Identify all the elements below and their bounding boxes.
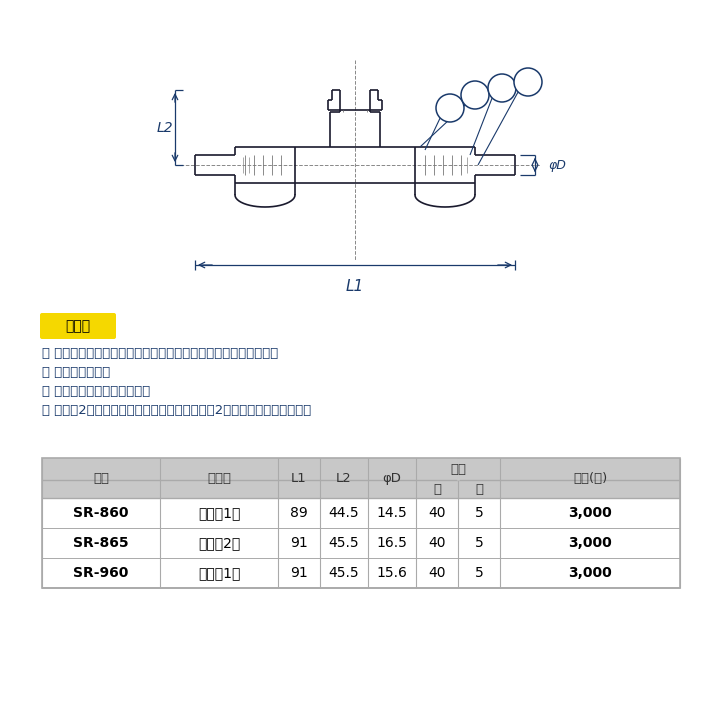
Text: φD: φD (548, 158, 566, 171)
Text: 3,000: 3,000 (568, 536, 612, 550)
Text: SR-960: SR-960 (73, 566, 129, 580)
Text: 水道用2種: 水道用2種 (198, 536, 240, 550)
Text: L2: L2 (157, 120, 174, 135)
Text: 40: 40 (428, 566, 446, 580)
Text: ・ 埋設には使用できません。: ・ 埋設には使用できません。 (42, 385, 150, 398)
Text: 価格(円): 価格(円) (573, 472, 607, 485)
Text: 16.5: 16.5 (377, 536, 408, 550)
Text: 入数: 入数 (450, 462, 466, 475)
Text: L1: L1 (346, 279, 364, 294)
Text: 44.5: 44.5 (329, 506, 359, 520)
Circle shape (461, 81, 489, 109)
Text: 3,000: 3,000 (568, 566, 612, 580)
Bar (42, 458, 680, 498)
Text: お使い下さい。: お使い下さい。 (42, 366, 110, 379)
Text: φD: φD (382, 472, 402, 485)
Text: 注　意: 注 意 (66, 319, 91, 333)
Text: 45.5: 45.5 (329, 536, 359, 550)
Text: SR-860: SR-860 (73, 506, 129, 520)
Text: 5: 5 (474, 566, 483, 580)
Bar (42, 458, 680, 588)
Text: 40: 40 (428, 506, 446, 520)
Text: 14.5: 14.5 (377, 506, 408, 520)
Text: 品番: 品番 (93, 472, 109, 485)
Text: 大: 大 (433, 482, 441, 495)
Circle shape (436, 94, 464, 122)
Text: ・ ご使用の際はポリエチレン管の仕様をメーカーにご確認の上、: ・ ご使用の際はポリエチレン管の仕様をメーカーにご確認の上、 (42, 347, 278, 360)
Text: 4: 4 (523, 75, 532, 89)
Text: 40: 40 (428, 536, 446, 550)
Text: 15.6: 15.6 (377, 566, 408, 580)
Text: 91: 91 (290, 536, 308, 550)
Text: 適合管: 適合管 (207, 472, 231, 485)
Text: ・ 水道用2種用の製品のナットには、識別用に2本の溝がついています。: ・ 水道用2種用の製品のナットには、識別用に2本の溝がついています。 (42, 404, 311, 417)
Circle shape (514, 68, 542, 96)
Text: L1: L1 (291, 472, 307, 485)
Text: 3: 3 (498, 81, 506, 95)
Text: 小: 小 (475, 482, 483, 495)
Text: 2: 2 (471, 88, 480, 102)
Text: 1: 1 (446, 101, 454, 115)
Text: 5: 5 (474, 506, 483, 520)
Text: 3,000: 3,000 (568, 506, 612, 520)
Text: L2: L2 (336, 472, 352, 485)
Text: SR-865: SR-865 (73, 536, 129, 550)
Text: 5: 5 (474, 536, 483, 550)
Text: 91: 91 (290, 566, 308, 580)
FancyBboxPatch shape (40, 313, 116, 339)
Text: 89: 89 (290, 506, 308, 520)
Text: 一般用1種: 一般用1種 (198, 566, 240, 580)
Circle shape (488, 74, 516, 102)
Text: 45.5: 45.5 (329, 566, 359, 580)
Text: 水道用1種: 水道用1種 (198, 506, 240, 520)
